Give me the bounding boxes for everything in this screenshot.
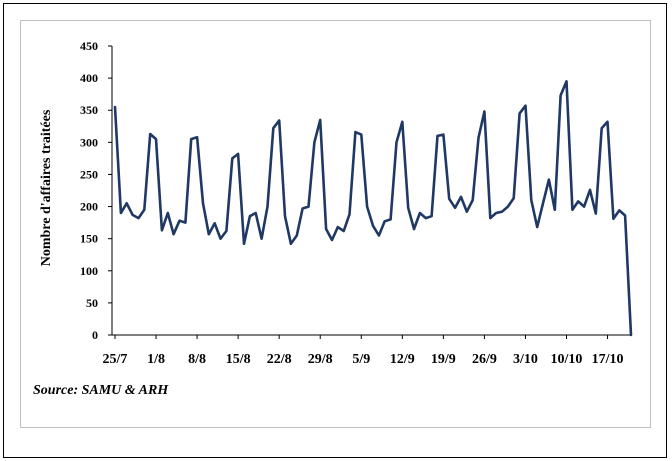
series-line [113,80,633,337]
chart-frame [20,20,651,428]
x-tick-label: 1/8 [147,352,165,367]
y-tick-label: 450 [80,39,98,53]
x-tick-label: 3/10 [513,352,538,367]
x-tick-label: 8/8 [188,352,206,367]
x-tick-label: 22/8 [267,352,292,367]
x-tick-label: 17/10 [592,352,624,367]
x-tick-label: 5/9 [352,352,370,367]
y-tick-label: 200 [80,200,98,214]
x-tick-label: 15/8 [226,352,251,367]
y-tick-label: 350 [80,103,98,117]
y-tick-label: 0 [92,328,98,342]
x-tick-label: 29/8 [308,352,333,367]
x-axis: 25/7 1/8 8/8 15/8 22/8 29/8 5/9 12/9 19/9 26/9 3/1… [103,334,632,367]
x-tick-label: 10/10 [551,352,583,367]
x-tick-label: 25/7 [103,352,128,367]
y-tick-label: 400 [80,71,98,85]
x-tick-label: 26/9 [472,352,497,367]
y-tick-label: 250 [80,167,98,181]
source-note: Source: SAMU & ARH [33,383,169,398]
y-tick-label: 100 [80,264,98,278]
y-tick-label: 150 [80,232,98,246]
y-axis-label: Nombre d'affaires traitées [39,109,54,266]
y-tick-label: 50 [86,296,98,310]
y-axis: 0 50 100 150 200 250 300 350 400 450 [80,39,113,342]
y-tick-label: 300 [80,135,98,149]
series-group [113,80,633,337]
outer-frame [3,3,667,458]
x-tick-label: 12/9 [390,352,415,367]
x-tick-label: 19/9 [431,352,456,367]
